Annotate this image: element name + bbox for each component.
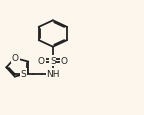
Text: S: S [50,56,56,65]
Text: NH: NH [46,69,60,78]
Text: S: S [21,69,26,78]
Text: O: O [38,56,45,65]
Text: O: O [61,56,68,65]
Text: O: O [12,54,19,63]
